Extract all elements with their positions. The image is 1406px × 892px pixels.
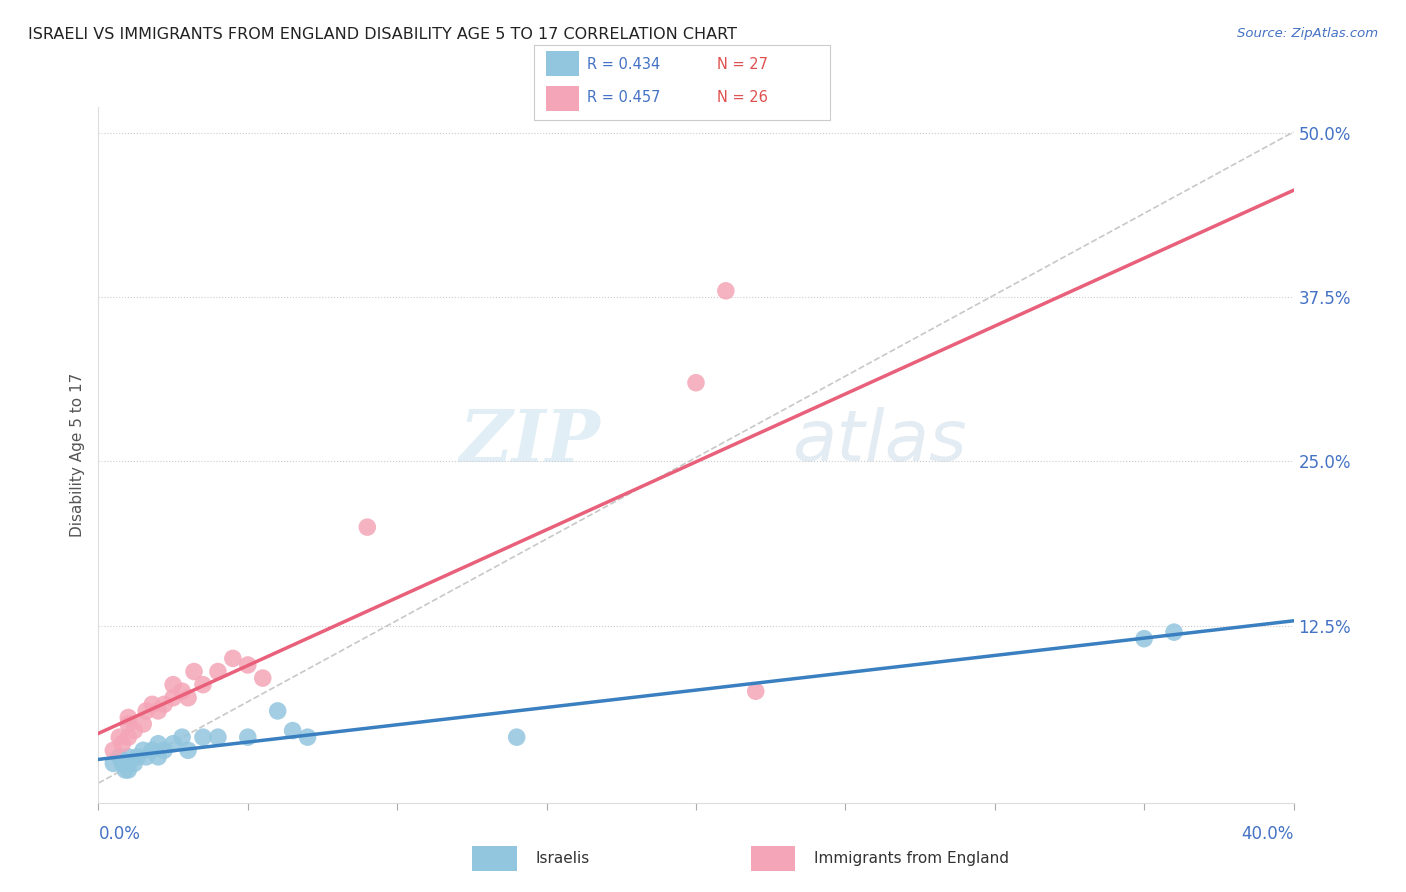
Point [172,730,194,744]
Bar [546,52,579,77]
Point [117,717,139,731]
Point [132,717,155,731]
Point [135,704,157,718]
Point [124,723,146,738]
Point [141,743,163,757]
Point [356,520,378,534]
Point [103,756,125,771]
Point [172,684,194,698]
Point [108,730,131,744]
Point [153,698,176,712]
Text: Immigrants from England: Immigrants from England [814,851,1010,866]
Point [177,743,200,757]
Text: N = 27: N = 27 [717,57,768,72]
Point [207,730,229,744]
Point [685,376,707,390]
Point [236,730,259,744]
Y-axis label: Disability Age 5 to 17: Disability Age 5 to 17 [69,373,84,537]
Point [162,690,184,705]
Point [281,723,304,738]
Point [267,704,290,718]
Point [117,763,139,777]
Point [148,704,170,718]
Text: R = 0.457: R = 0.457 [588,90,661,105]
Point [103,743,125,757]
Text: Israelis: Israelis [536,851,591,866]
Text: R = 0.434: R = 0.434 [588,57,661,72]
Point [191,678,214,692]
Bar [546,86,579,111]
Point [117,710,139,724]
Point [222,651,245,665]
Text: N = 26: N = 26 [717,90,768,105]
Text: 40.0%: 40.0% [1241,825,1294,843]
Point [127,749,149,764]
Point [745,684,768,698]
Text: 0.0%: 0.0% [98,825,141,843]
Text: atlas: atlas [792,407,966,475]
Point [207,665,229,679]
Text: Source: ZipAtlas.com: Source: ZipAtlas.com [1237,27,1378,40]
Point [177,690,200,705]
Point [714,284,737,298]
Point [111,756,134,771]
Point [153,743,176,757]
Point [114,763,136,777]
Point [236,657,259,672]
Point [297,730,319,744]
Point [141,698,163,712]
Point [135,749,157,764]
Point [191,730,214,744]
Point [148,749,170,764]
Point [1133,632,1156,646]
Point [117,749,139,764]
Bar [751,847,796,871]
Point [108,749,131,764]
Point [132,743,155,757]
Point [252,671,274,685]
Point [506,730,529,744]
Point [111,737,134,751]
Point [117,730,139,744]
Bar [472,847,517,871]
Point [148,737,170,751]
Text: ZIP: ZIP [460,406,600,476]
Point [124,756,146,771]
Text: ISRAELI VS IMMIGRANTS FROM ENGLAND DISABILITY AGE 5 TO 17 CORRELATION CHART: ISRAELI VS IMMIGRANTS FROM ENGLAND DISAB… [28,27,737,42]
Point [1163,625,1185,640]
Point [117,756,139,771]
Point [162,737,184,751]
Point [183,665,205,679]
Point [162,678,184,692]
